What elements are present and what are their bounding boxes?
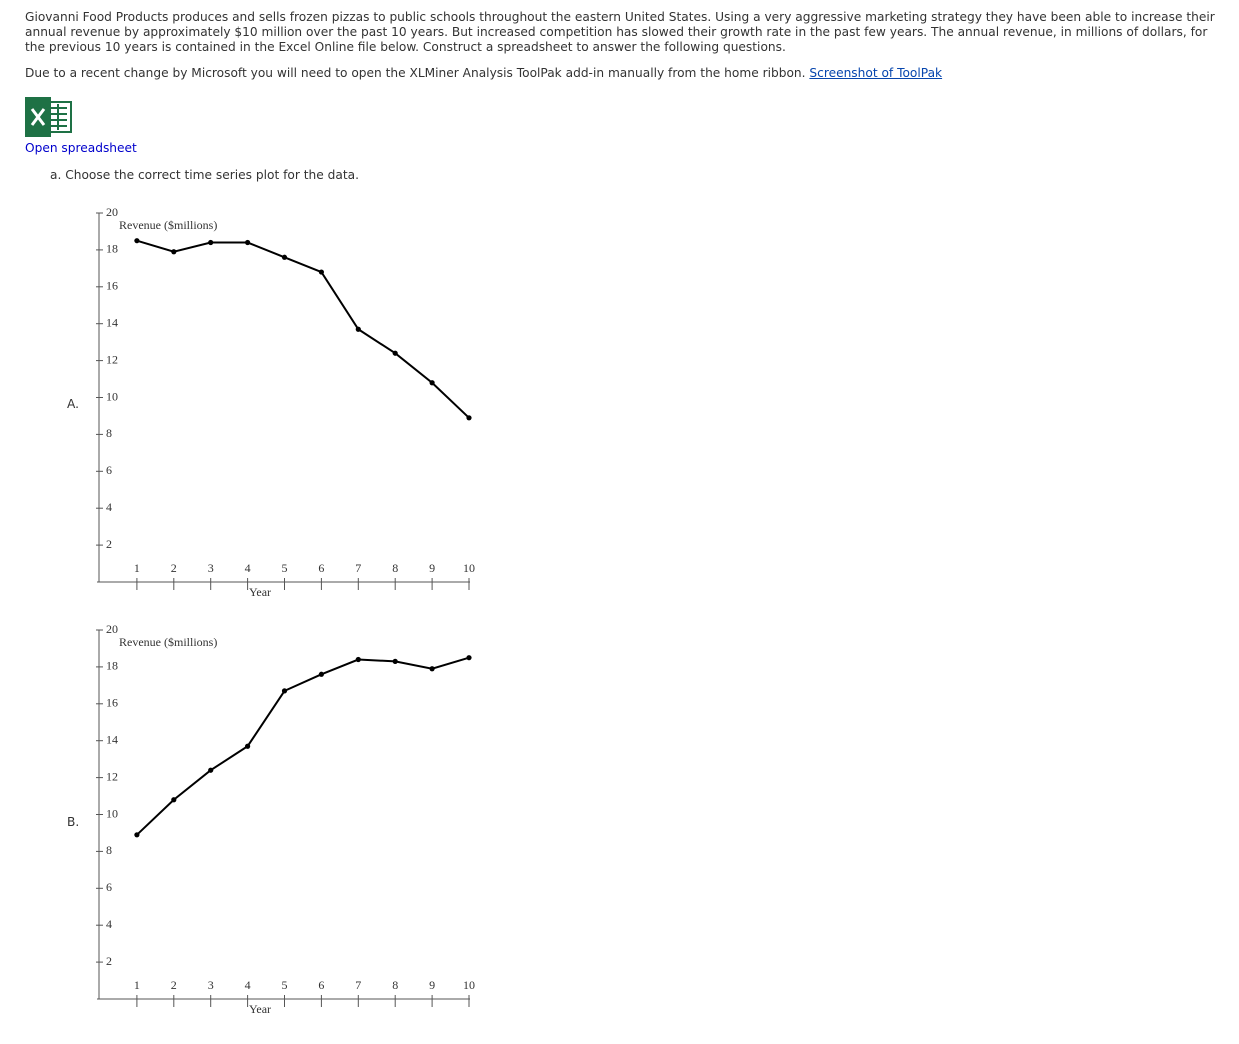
y-tick-label: 6 [106,880,112,894]
x-tick-label: 8 [392,978,398,992]
point [208,767,214,773]
point [171,249,177,255]
x-tick-label: 4 [245,978,251,992]
x-tick-label: 3 [208,978,214,992]
x-tick-label: 10 [463,561,475,575]
point [171,797,177,803]
line [136,239,470,419]
x-tick-label: 5 [282,978,288,992]
y-tick-label: 2 [106,954,112,968]
x-tick-label: 9 [429,561,435,575]
toolpak-link[interactable]: Screenshot of ToolPak [809,66,943,80]
y-tick-label: 4 [106,917,112,931]
point [466,415,472,421]
point [429,380,435,386]
x-tick-label: 2 [171,561,177,575]
y-tick-label: 10 [106,389,118,403]
point [281,688,288,694]
y-tick-label: 16 [106,279,118,293]
open-spreadsheet-link[interactable]: Open spreadsheet [25,141,137,155]
y-tick-label: 4 [106,500,112,514]
point [245,743,251,749]
y-tick-label: 12 [106,769,118,783]
note-text: Due to a recent change by Microsoft you … [25,66,806,80]
x-tick-label: 3 [208,561,214,575]
point [318,269,324,275]
x-tick-label: 1 [134,978,140,992]
point [245,239,251,246]
y-tick-label: 20 [106,622,118,636]
point [318,671,324,677]
y-tick-label: 10 [106,806,118,820]
y-tick-label: 18 [106,659,118,673]
x-tick-label: 6 [318,978,324,992]
y-tick-label: 20 [106,205,118,219]
point [281,254,288,260]
point [134,832,140,838]
x-axis-title: Year [249,585,271,599]
x-tick-label: 10 [463,978,475,992]
y-tick-label: 8 [106,843,112,857]
x-tick-label: 2 [171,978,177,992]
y-tick-label: 14 [106,315,118,329]
y-axis-title: Revenue ($millions) [119,635,217,649]
option-label[interactable]: B. [67,815,80,829]
y-tick-label: 8 [106,426,112,440]
intro-text: Giovanni Food Products produces and sell… [25,10,1215,54]
x-tick-label: 5 [282,561,288,575]
x-tick-label: 7 [355,978,361,992]
option-label[interactable]: A. [67,397,79,411]
note: Due to a recent change by Microsoft you … [25,66,942,80]
y-axis-title: Revenue ($millions) [119,218,217,232]
excel-icon [25,97,72,137]
x-tick-label: 8 [392,561,398,575]
y-tick-label: 16 [106,696,118,710]
point [208,239,214,246]
x-axis-title: Year [249,1002,271,1016]
point [392,350,398,356]
point [466,655,472,661]
x-tick-label: 1 [134,561,140,575]
x-tick-label: 9 [429,978,435,992]
y-tick-label: 14 [106,732,118,746]
y-tick-label: 6 [106,463,112,477]
question: a. Choose the correct time series plot f… [50,168,359,182]
point [355,656,361,663]
y-tick-label: 2 [106,537,112,551]
y-tick-label: 18 [106,242,118,256]
point [392,658,398,664]
x-tick-label: 4 [245,561,251,575]
x-tick-label: 7 [355,561,361,575]
y-tick-label: 12 [106,352,118,366]
point [134,238,140,244]
x-tick-label: 6 [318,561,324,575]
point [429,666,435,672]
line [136,656,470,836]
point [355,326,361,332]
